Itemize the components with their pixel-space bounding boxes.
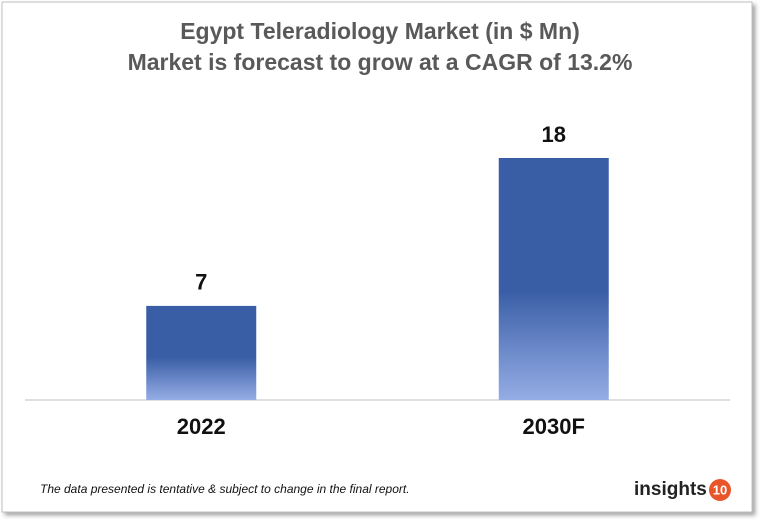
frame xyxy=(1,1,753,513)
x-tick-label: 2030F xyxy=(523,414,585,439)
bar xyxy=(498,158,609,400)
chart-title: Egypt Teleradiology Market (in $ Mn) xyxy=(180,18,580,44)
value-label: 7 xyxy=(195,270,207,295)
bar xyxy=(146,305,257,400)
logo-badge-text: 10 xyxy=(713,482,727,497)
footnote: The data presented is tentative & subjec… xyxy=(40,482,410,496)
logo-text: insights xyxy=(634,479,707,500)
logo-badge xyxy=(709,479,731,501)
chart-subtitle: Market is forecast to grow at a CAGR of … xyxy=(128,49,633,75)
x-tick-label: 2022 xyxy=(177,414,226,439)
value-label: 18 xyxy=(542,122,566,147)
